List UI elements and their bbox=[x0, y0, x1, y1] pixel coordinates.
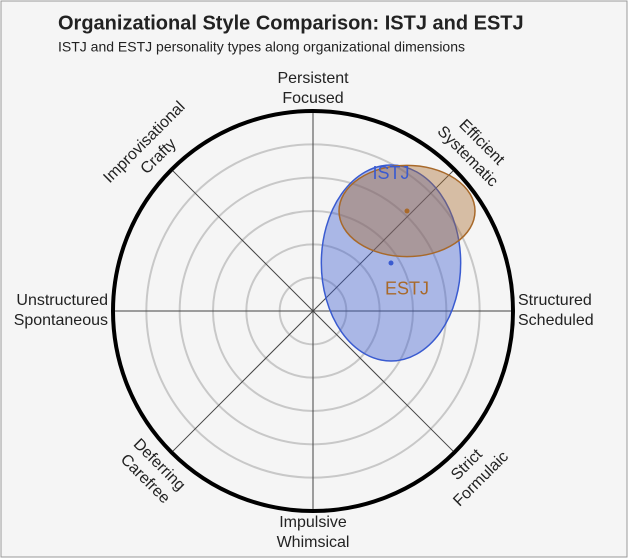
center-dot bbox=[388, 260, 394, 266]
series-label: ISTJ bbox=[372, 163, 409, 183]
spoke bbox=[171, 169, 455, 453]
direction-label: Persistent Focused bbox=[277, 70, 349, 107]
direction-label: Structured Scheduled bbox=[518, 292, 594, 329]
center-dot bbox=[404, 208, 410, 214]
direction-text: Spontaneous bbox=[14, 312, 108, 329]
direction-text: Structured bbox=[518, 292, 592, 309]
direction-text: Scheduled bbox=[518, 312, 594, 329]
direction-label: Unstructured Spontaneous bbox=[14, 292, 108, 329]
direction-text: Whimsical bbox=[277, 534, 350, 551]
direction-text: Unstructured bbox=[16, 292, 108, 309]
direction-text: Persistent bbox=[277, 70, 349, 87]
chart-subtitle: ISTJ and ESTJ personality types along or… bbox=[58, 39, 465, 55]
chart-title: Organizational Style Comparison: ISTJ an… bbox=[58, 12, 524, 34]
direction-label: Impulsive Whimsical bbox=[277, 514, 350, 551]
outer-circle bbox=[111, 109, 515, 513]
direction-text: Impulsive bbox=[279, 514, 347, 531]
direction-text: Focused bbox=[282, 90, 343, 107]
series-label: ESTJ bbox=[385, 278, 429, 298]
